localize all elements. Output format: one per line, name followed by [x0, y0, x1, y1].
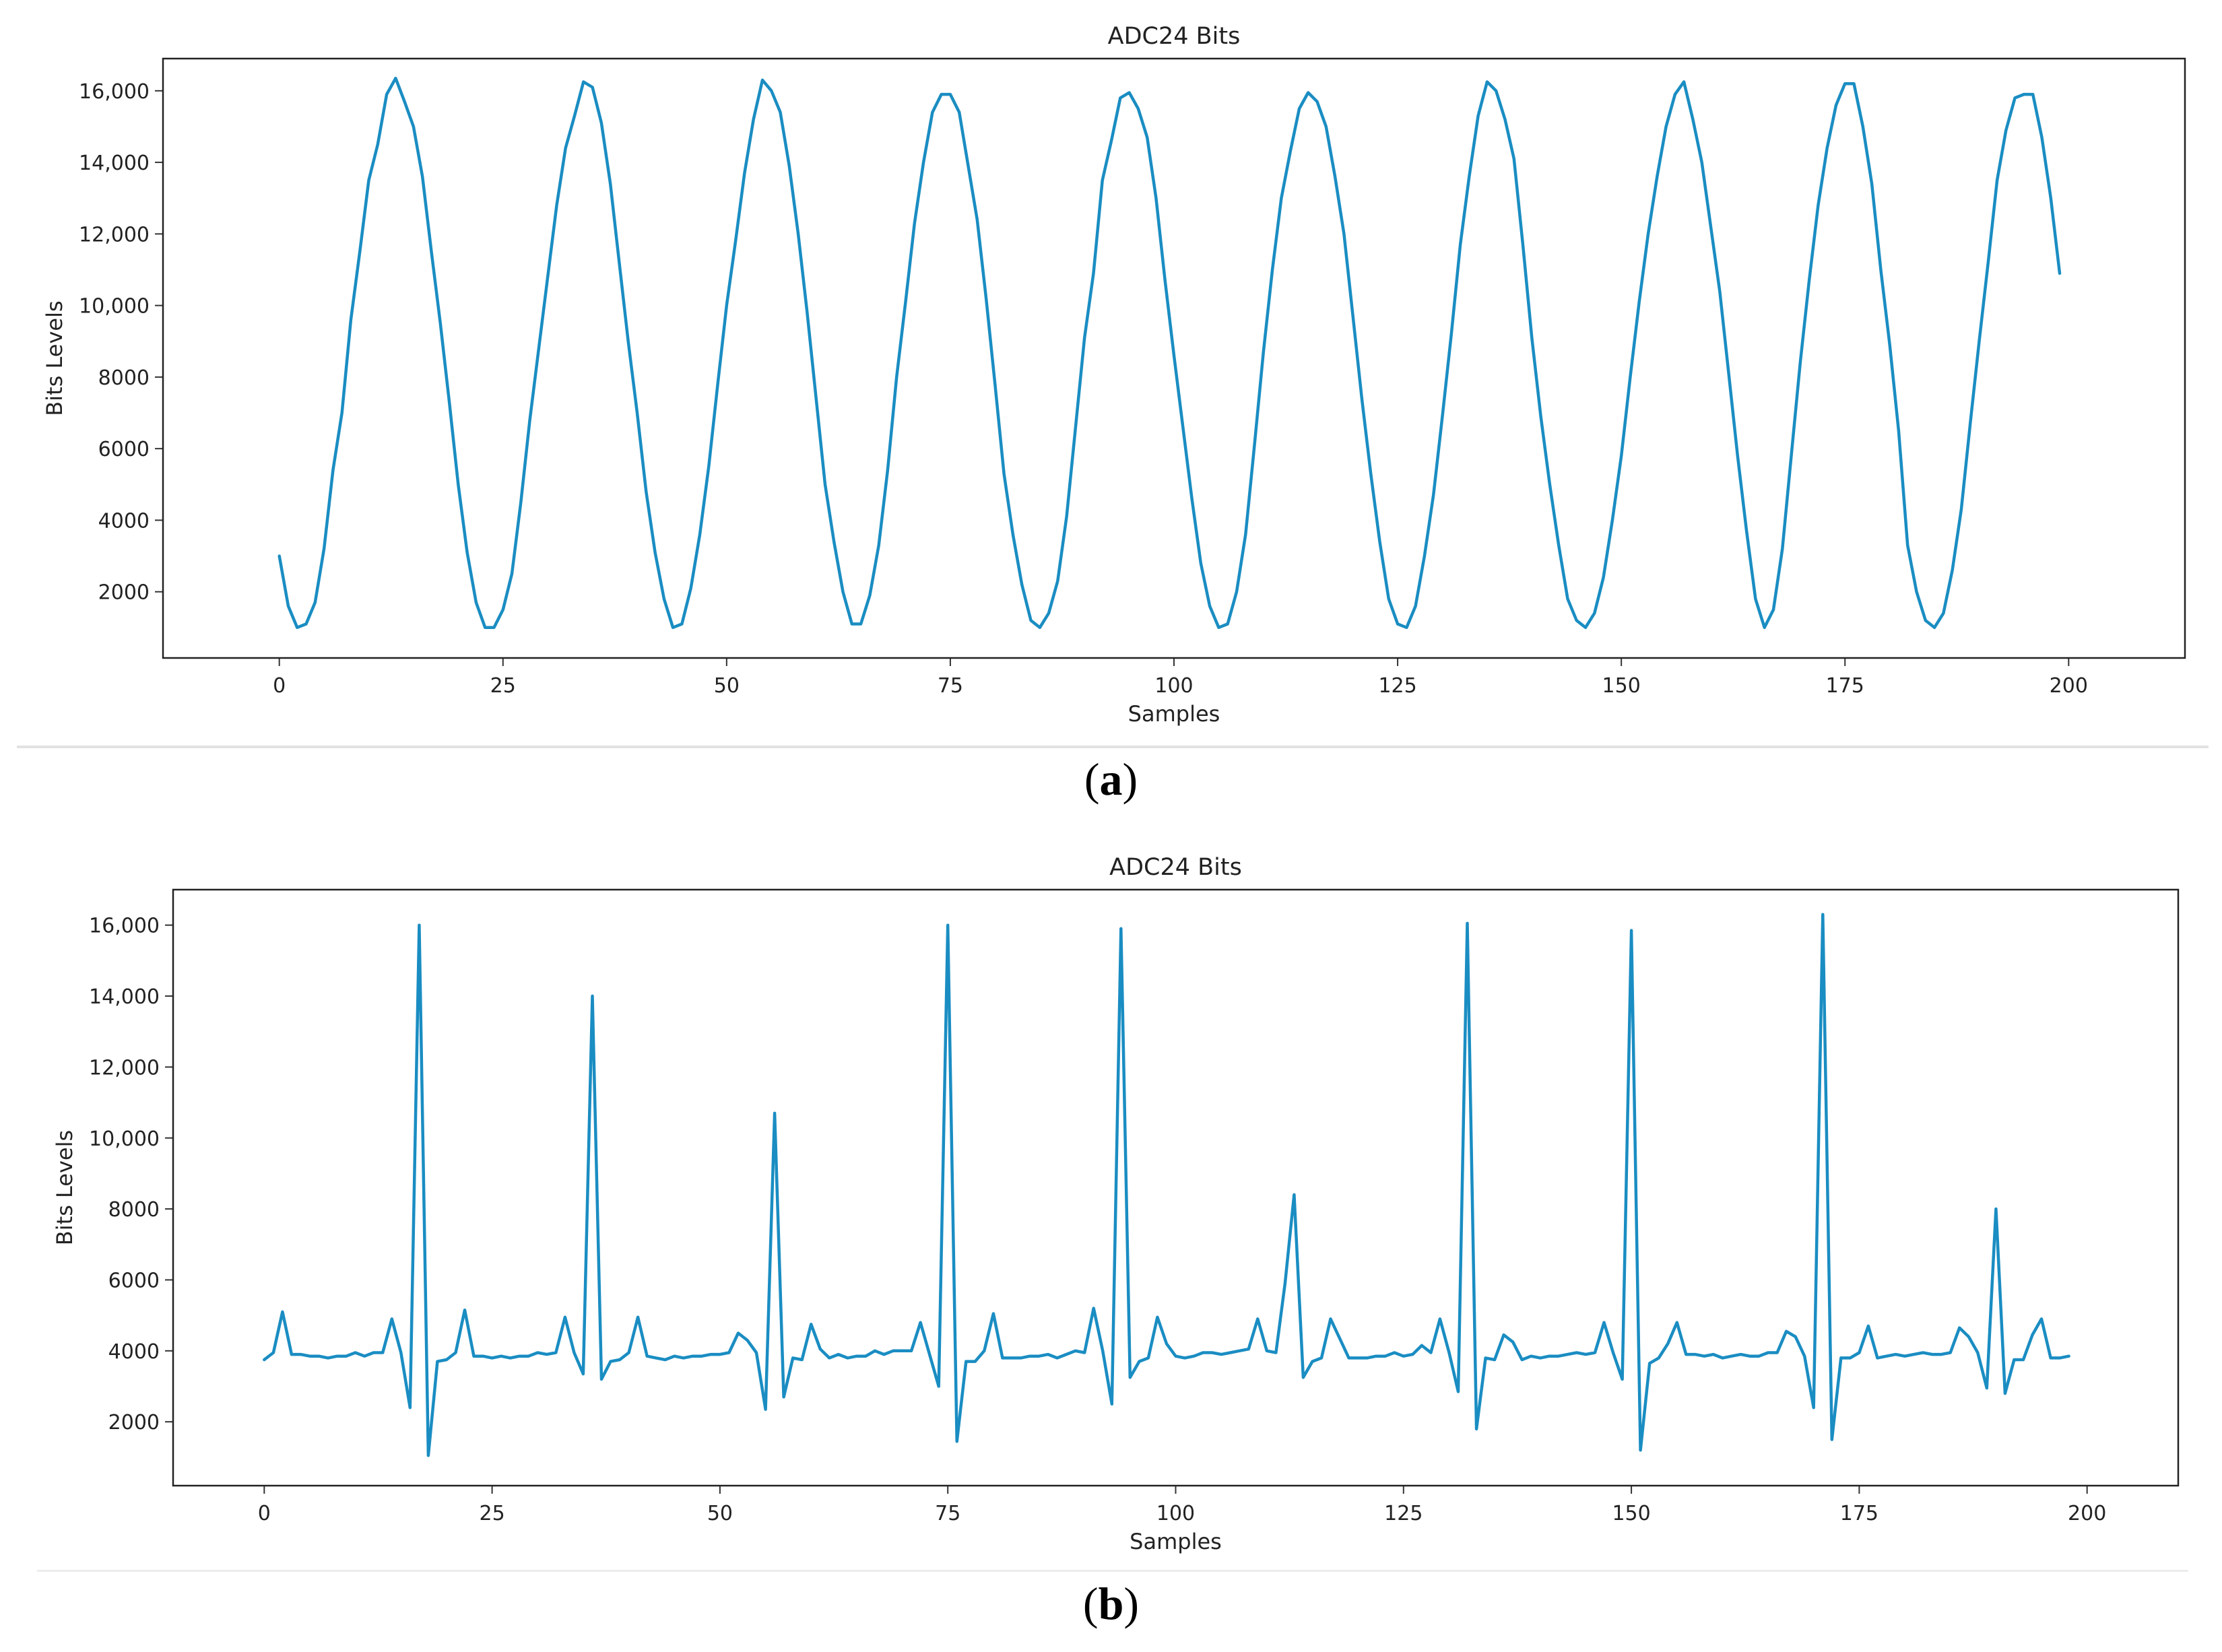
x-tick-label: 125	[1378, 674, 1416, 698]
y-tick-label: 12,000	[79, 223, 150, 246]
chart-1: ADC24 Bits 0 25 50 75 100 125 150 175 200 2000 4000…	[52, 854, 2180, 1554]
caption-b: (b)	[0, 1577, 2222, 1630]
caption-a: (a)	[0, 753, 2222, 806]
x-tick-label: 25	[480, 1502, 505, 1525]
x-axis-label: Samples	[1128, 701, 1220, 727]
caption-a-close: )	[1122, 754, 1138, 805]
caption-a-open: (	[1084, 754, 1100, 805]
x-tick-label: 175	[1840, 1502, 1878, 1525]
chart-title: ADC24 Bits	[1108, 23, 1241, 50]
y-tick-label: 4000	[108, 1340, 160, 1364]
series-line	[263, 913, 2070, 1457]
y-tick-label: 6000	[108, 1269, 160, 1292]
y-tick-label: 14,000	[79, 152, 150, 175]
x-tick-label: 0	[258, 1502, 271, 1525]
y-tick-label: 16,000	[79, 80, 150, 104]
y-tick-label: 10,000	[79, 295, 150, 319]
x-tick-label: 0	[273, 674, 286, 698]
y-axis-label: Bits Levels	[52, 1130, 77, 1245]
separator-b	[37, 1570, 2188, 1572]
x-tick-label: 150	[1612, 1502, 1650, 1525]
x-tick-label: 50	[707, 1502, 733, 1525]
caption-b-open: (	[1082, 1578, 1099, 1629]
y-tick-label: 2000	[108, 1411, 160, 1434]
separator-a	[17, 746, 2209, 748]
y-tick-label: 16,000	[89, 915, 160, 938]
x-tick-label: 100	[1156, 1502, 1195, 1525]
y-tick-label: 12,000	[89, 1056, 160, 1080]
x-tick-label: 100	[1154, 674, 1193, 698]
x-tick-label: 25	[490, 674, 516, 698]
y-tick-label: 4000	[98, 509, 150, 533]
y-axis-label: Bits Levels	[42, 300, 67, 416]
y-tick-label: 14,000	[89, 985, 160, 1009]
y-tick-label: 10,000	[89, 1127, 160, 1151]
caption-a-letter: a	[1099, 754, 1123, 805]
x-tick-label: 150	[1602, 674, 1641, 698]
x-tick-label: 125	[1384, 1502, 1423, 1525]
x-tick-label: 50	[714, 674, 740, 698]
x-tick-label: 175	[1826, 674, 1864, 698]
x-tick-label: 75	[938, 674, 963, 698]
x-tick-label: 75	[935, 1502, 960, 1525]
x-axis-label: Samples	[1130, 1529, 1222, 1554]
plot-frame	[172, 888, 2180, 1487]
y-tick-label: 2000	[98, 581, 150, 605]
y-tick-label: 6000	[98, 438, 150, 461]
plot-frame	[162, 57, 2186, 659]
caption-b-close: )	[1123, 1578, 1140, 1629]
y-tick-label: 8000	[98, 366, 150, 390]
x-tick-label: 200	[2050, 674, 2088, 698]
chart-title: ADC24 Bits	[1109, 854, 1242, 881]
y-tick-label: 8000	[108, 1198, 160, 1222]
x-tick-label: 200	[2068, 1502, 2106, 1525]
series-line	[277, 76, 2062, 630]
chart-0: ADC24 Bits 0 25 50 75 100 125 150 175 200 2000 4000…	[42, 23, 2186, 727]
caption-b-letter: b	[1098, 1578, 1124, 1629]
